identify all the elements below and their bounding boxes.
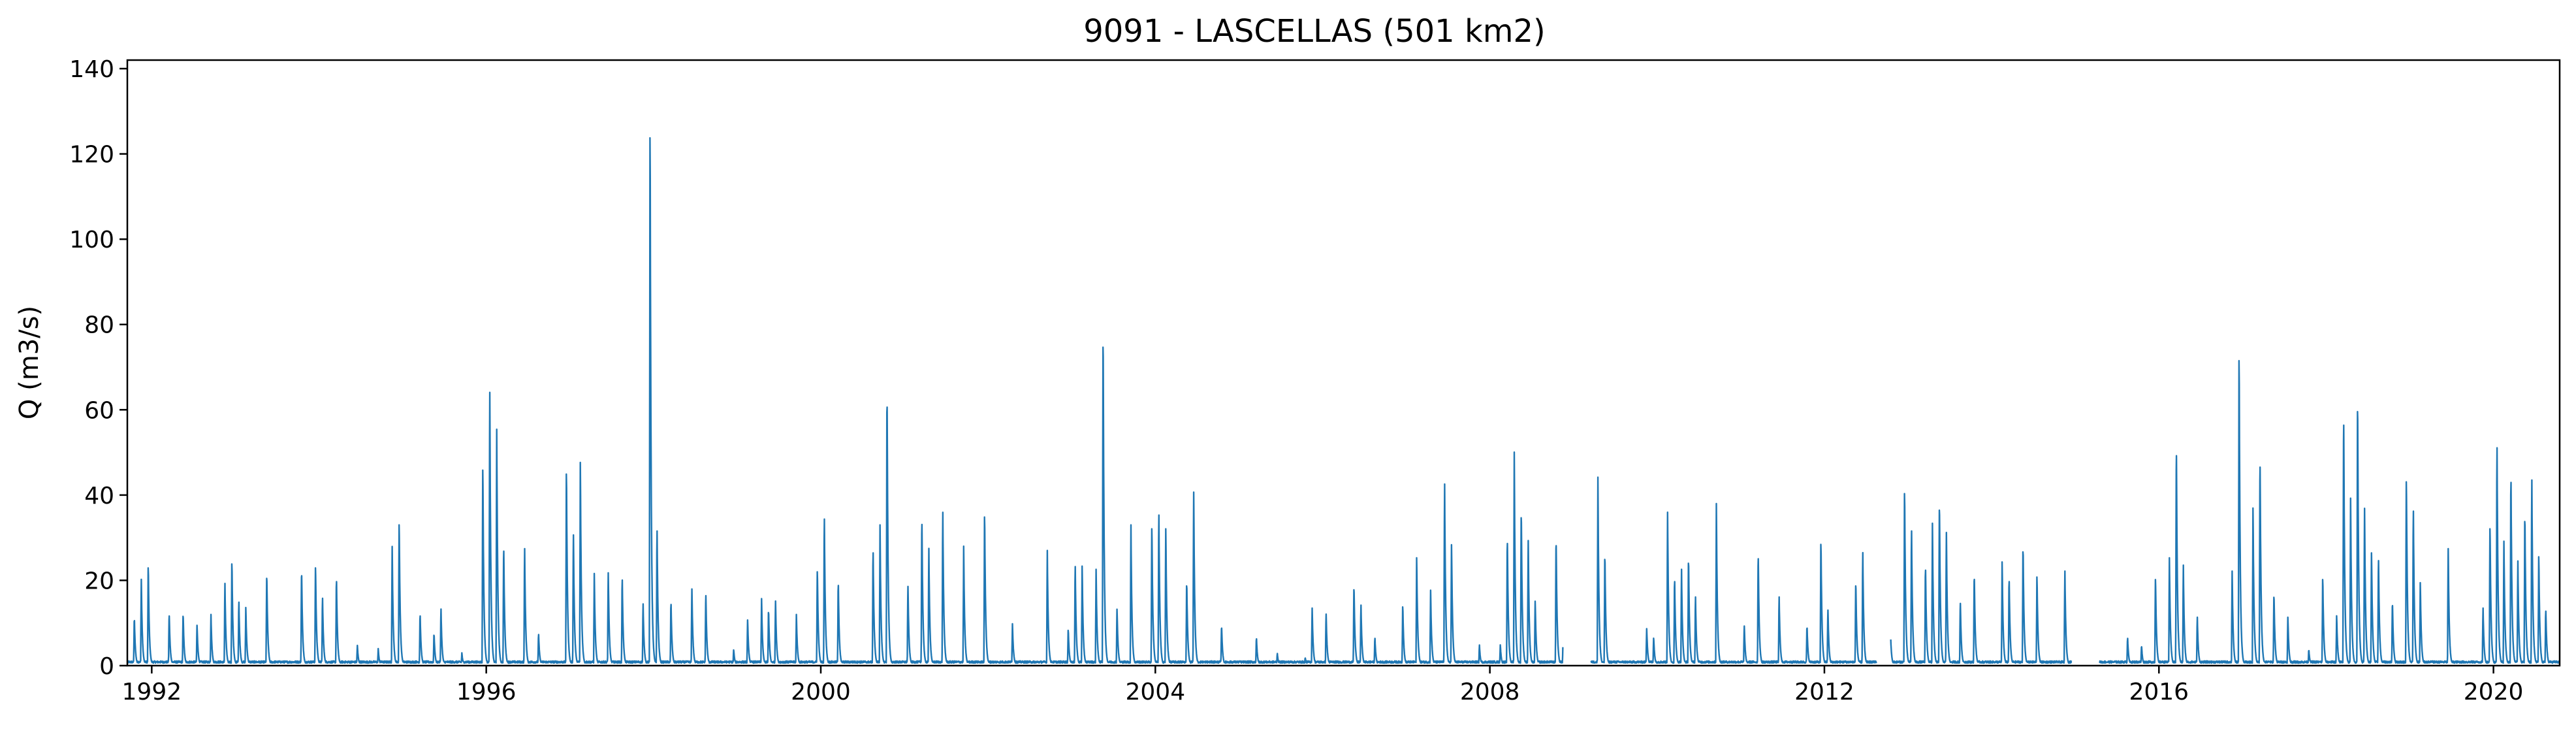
y-tick-label: 0 xyxy=(99,653,114,680)
x-tick-label: 2012 xyxy=(1794,679,1854,705)
series-0-line-segment-1 xyxy=(1590,476,1877,664)
series-layer xyxy=(127,137,2560,664)
y-tick-label: 120 xyxy=(69,142,114,169)
x-tick-label: 2008 xyxy=(1460,679,1520,705)
y-tick-label: 40 xyxy=(84,483,114,510)
x-tick-label: 2016 xyxy=(2129,679,2189,705)
series-0-line-segment-3 xyxy=(2099,360,2560,664)
plot-frame xyxy=(126,59,2561,667)
y-tick-label: 60 xyxy=(84,397,114,424)
y-axis-title: Q (m3/s) xyxy=(14,306,44,419)
x-tick-label: 1992 xyxy=(122,679,182,705)
x-tick-label: 2000 xyxy=(791,679,851,705)
y-axis: 0 20 40 60 80 100 120 140 xyxy=(69,56,127,680)
y-tick-label: 140 xyxy=(69,56,114,83)
chart-title: 9091 - LASCELLAS (501 km2) xyxy=(1083,13,1546,50)
x-tick-label: 2020 xyxy=(2464,679,2524,705)
y-tick-label: 100 xyxy=(69,227,114,253)
x-tick-label: 2004 xyxy=(1126,679,1186,705)
series-0-line-segment-0 xyxy=(127,137,1564,664)
x-axis: 1992 1996 2000 2004 2008 2012 2016 2020 xyxy=(122,666,2524,705)
series-0-line-segment-2 xyxy=(1890,493,2073,664)
x-tick-label: 1996 xyxy=(456,679,517,705)
y-tick-label: 20 xyxy=(84,568,114,594)
y-tick-label: 80 xyxy=(84,312,114,339)
